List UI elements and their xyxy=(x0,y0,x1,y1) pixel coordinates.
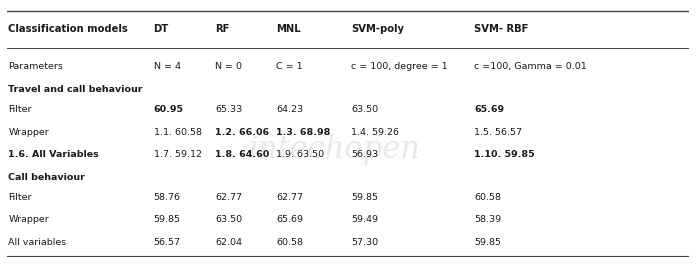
Text: 64.23: 64.23 xyxy=(276,105,303,114)
Text: SVM- RBF: SVM- RBF xyxy=(474,24,528,34)
Text: c = 100, degree = 1: c = 100, degree = 1 xyxy=(351,62,448,71)
Text: 59.49: 59.49 xyxy=(351,215,379,224)
Text: 60.95: 60.95 xyxy=(154,105,184,114)
Text: DT: DT xyxy=(154,24,169,34)
Text: 65.33: 65.33 xyxy=(215,105,242,114)
Text: MNL: MNL xyxy=(276,24,301,34)
Text: 63.50: 63.50 xyxy=(351,105,379,114)
Text: 1.5. 56.57: 1.5. 56.57 xyxy=(474,128,522,137)
Text: 62.77: 62.77 xyxy=(215,193,242,202)
Text: 59.85: 59.85 xyxy=(474,238,501,247)
Text: Filter: Filter xyxy=(8,193,32,202)
Text: 57.30: 57.30 xyxy=(351,238,379,247)
Text: 65.69: 65.69 xyxy=(276,215,303,224)
Text: SVM-poly: SVM-poly xyxy=(351,24,404,34)
Text: 1.7. 59.12: 1.7. 59.12 xyxy=(154,150,202,159)
Text: 59.85: 59.85 xyxy=(154,215,180,224)
Text: Filter: Filter xyxy=(8,105,32,114)
Text: 1.10. 59.85: 1.10. 59.85 xyxy=(474,150,535,159)
Text: c =100, Gamma = 0.01: c =100, Gamma = 0.01 xyxy=(474,62,587,71)
Text: 56.93: 56.93 xyxy=(351,150,379,159)
Text: Travel and call behaviour: Travel and call behaviour xyxy=(8,85,143,94)
Text: Parameters: Parameters xyxy=(8,62,63,71)
Text: N = 4: N = 4 xyxy=(154,62,180,71)
Text: 1.1. 60.58: 1.1. 60.58 xyxy=(154,128,202,137)
Text: 56.57: 56.57 xyxy=(154,238,180,247)
Text: 65.69: 65.69 xyxy=(474,105,505,114)
Text: 62.04: 62.04 xyxy=(215,238,242,247)
Text: 58.39: 58.39 xyxy=(474,215,501,224)
Text: N = 0: N = 0 xyxy=(215,62,242,71)
Text: All variables: All variables xyxy=(8,238,67,247)
Text: 1.4. 59.26: 1.4. 59.26 xyxy=(351,128,400,137)
Text: 59.85: 59.85 xyxy=(351,193,379,202)
Text: 58.76: 58.76 xyxy=(154,193,180,202)
Text: 60.58: 60.58 xyxy=(474,193,501,202)
Text: 1.2. 66.06: 1.2. 66.06 xyxy=(215,128,269,137)
Text: Wrapper: Wrapper xyxy=(8,128,49,137)
Text: Wrapper: Wrapper xyxy=(8,215,49,224)
Text: C = 1: C = 1 xyxy=(276,62,303,71)
Text: intechopen: intechopen xyxy=(248,134,420,165)
Text: Classification models: Classification models xyxy=(8,24,128,34)
Text: 1.6. All Variables: 1.6. All Variables xyxy=(8,150,99,159)
Text: 1.3. 68.98: 1.3. 68.98 xyxy=(276,128,331,137)
Text: 60.58: 60.58 xyxy=(276,238,303,247)
Text: 63.50: 63.50 xyxy=(215,215,242,224)
Text: 1.9. 63.50: 1.9. 63.50 xyxy=(276,150,324,159)
Text: 1.8. 64.60: 1.8. 64.60 xyxy=(215,150,269,159)
Text: Call behaviour: Call behaviour xyxy=(8,173,85,182)
Text: 62.77: 62.77 xyxy=(276,193,303,202)
Text: RF: RF xyxy=(215,24,230,34)
